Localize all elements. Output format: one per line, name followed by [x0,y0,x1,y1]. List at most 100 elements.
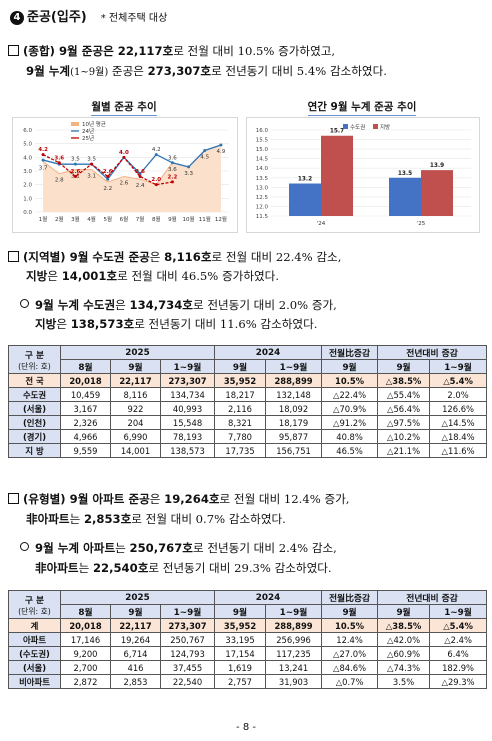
table-cell: 2,116 [214,401,267,416]
table-cell: △38.5% [377,373,431,388]
table-cell: 6,990 [110,429,161,444]
table-cell: △91.2% [321,415,379,430]
table-cell: 35,952 [214,373,267,388]
bar-value-label: 13.2 [298,177,312,183]
table-cell: 182.9% [429,660,488,675]
table-row: (서울) 3,167 922 40,993 2,116 18,092 △70.9% △56.4… [8,401,488,416]
section-note: * 전체주택 대상 [100,13,168,24]
checkbox-bullet-icon [8,493,19,504]
para3-line2: 非아파트는 2,853호로 전월 대비 0.7% 감소하였다. [26,512,286,526]
table-cell: 9,200 [60,646,111,661]
data-label: 2.4 [136,183,145,189]
table-cell: 13,241 [265,660,323,675]
table-cell: 18,179 [265,415,323,430]
table-cell: 17,735 [214,443,267,458]
table-cell: 256,996 [265,632,323,647]
table-cell: 22,117 [110,618,161,633]
data-point [41,158,45,162]
chart1-box: 0.0 1.0 2.0 3.0 4.0 5.0 6.0 1월 2월 3월 4월 5월 6월 7월 8월 9월 1… [12,117,238,233]
data-label: 3.6 [54,155,64,161]
row-label: (서울) [8,401,61,416]
table-cell: 8,321 [214,415,267,430]
row-label: (서울) [8,660,61,675]
x-tick-label: 10월 [183,215,195,223]
header-2025: 2025 [59,590,216,605]
data-point [90,162,94,166]
data-label: 4.0 [119,150,129,156]
subheader-cell: 9월 [377,604,431,619]
subheader-cell: 1~9월 [159,359,216,374]
x-tick-label: 9월 [168,215,177,223]
header-mom: 전월比증감 [321,590,379,605]
table-cell: 8,116 [110,387,161,402]
row-label: 전 국 [8,373,61,388]
page-number: - 8 - [236,722,256,733]
y-tick-label: 13.5 [256,176,269,182]
row-label: (인천) [8,415,61,430]
checkbox-bullet-icon [8,45,19,56]
data-label: 3.1 [87,174,96,180]
table-row: (경기) 4,966 6,990 78,193 7,780 95,877 40.8% △10.… [8,429,488,444]
table-cell: 20,018 [60,373,111,388]
table-cell: 2,700 [60,660,111,675]
y-tick-label: 0.0 [23,210,32,216]
table-cell: 12.4% [321,632,379,647]
table-cell: △42.0% [377,632,431,647]
table-cell: 18,217 [214,387,267,402]
row-label: 아파트 [8,632,61,647]
x-tick-label: 12월 [215,215,227,223]
table-cell: △10.2% [377,429,431,444]
row-label: 비아파트 [8,674,61,689]
table-cell: 17,146 [60,632,111,647]
bar [421,170,453,216]
table-cell: △21.1% [377,443,431,458]
table-cell: 10,459 [60,387,111,402]
type-completion-table: 구 분 (단위: 호) 2025 2024 전월比증감 전년대비 증감 8월 9월 1… [8,590,488,689]
section-number: 4 [10,11,24,25]
table-cell: 35,952 [214,618,267,633]
table-cell: △18.4% [429,429,488,444]
legend-label: 지방 [380,123,390,131]
para3-line4: 非아파트는 22,540호로 전년동기 대비 29.3% 감소하였다. [35,561,332,575]
table-cell: 126.6% [429,401,488,416]
table-cell: 204 [110,415,161,430]
para2-line1: (지역별) 9월 수도권 준공은 8,116호로 전월 대비 22.4% 감소, [8,249,341,266]
table-row: 지 방 9,559 14,001 138,573 17,735 156,751 46.5% △… [8,443,488,458]
table-cell: 33,195 [214,632,267,647]
table-cell: 3,167 [60,401,111,416]
x-tick-label: '25 [417,221,426,227]
bar-value-label: 13.9 [430,163,444,169]
legend-label: 24년 [82,127,94,135]
header-2025: 2025 [59,345,216,360]
y-tick-label: 11.5 [256,214,269,220]
table-cell: 40.8% [321,429,379,444]
table-cell: 7,780 [214,429,267,444]
table-cell: 95,877 [265,429,323,444]
data-point [106,177,110,181]
bar [289,183,321,216]
table-cell: 9,559 [60,443,111,458]
header-mom: 전월比증감 [321,345,379,360]
data-point [187,165,191,169]
table-cell: 14,001 [110,443,161,458]
subheader-cell: 1~9월 [429,359,488,374]
para2-line4: 지방은 138,573호로 전년동기 대비 11.6% 감소하였다. [35,317,318,331]
data-label: 4.5 [200,155,209,161]
subheader-cell: 9월 [321,359,379,374]
subheader-cell: 1~9월 [265,359,323,374]
data-point [170,180,174,184]
table-cell: △70.9% [321,401,379,416]
data-label: 2.6 [120,180,129,186]
y-tick-label: 13.0 [256,185,269,191]
x-tick-label: 8월 [152,215,161,223]
table-cell: 273,307 [159,618,216,633]
table-cell: 132,148 [265,387,323,402]
data-point [41,153,45,157]
table-row: (인천) 2,326 204 15,548 8,321 18,179 △91.2% △97.5… [8,415,488,430]
table-cell: △56.4% [377,401,431,416]
data-label: 3.7 [39,165,48,171]
table-cell: 117,235 [265,646,323,661]
table-cell: △84.6% [321,660,379,675]
data-label: 4.2 [38,147,48,153]
table-row: 수도권 10,459 8,116 134,734 18,217 132,148 △22.4%… [8,387,488,402]
